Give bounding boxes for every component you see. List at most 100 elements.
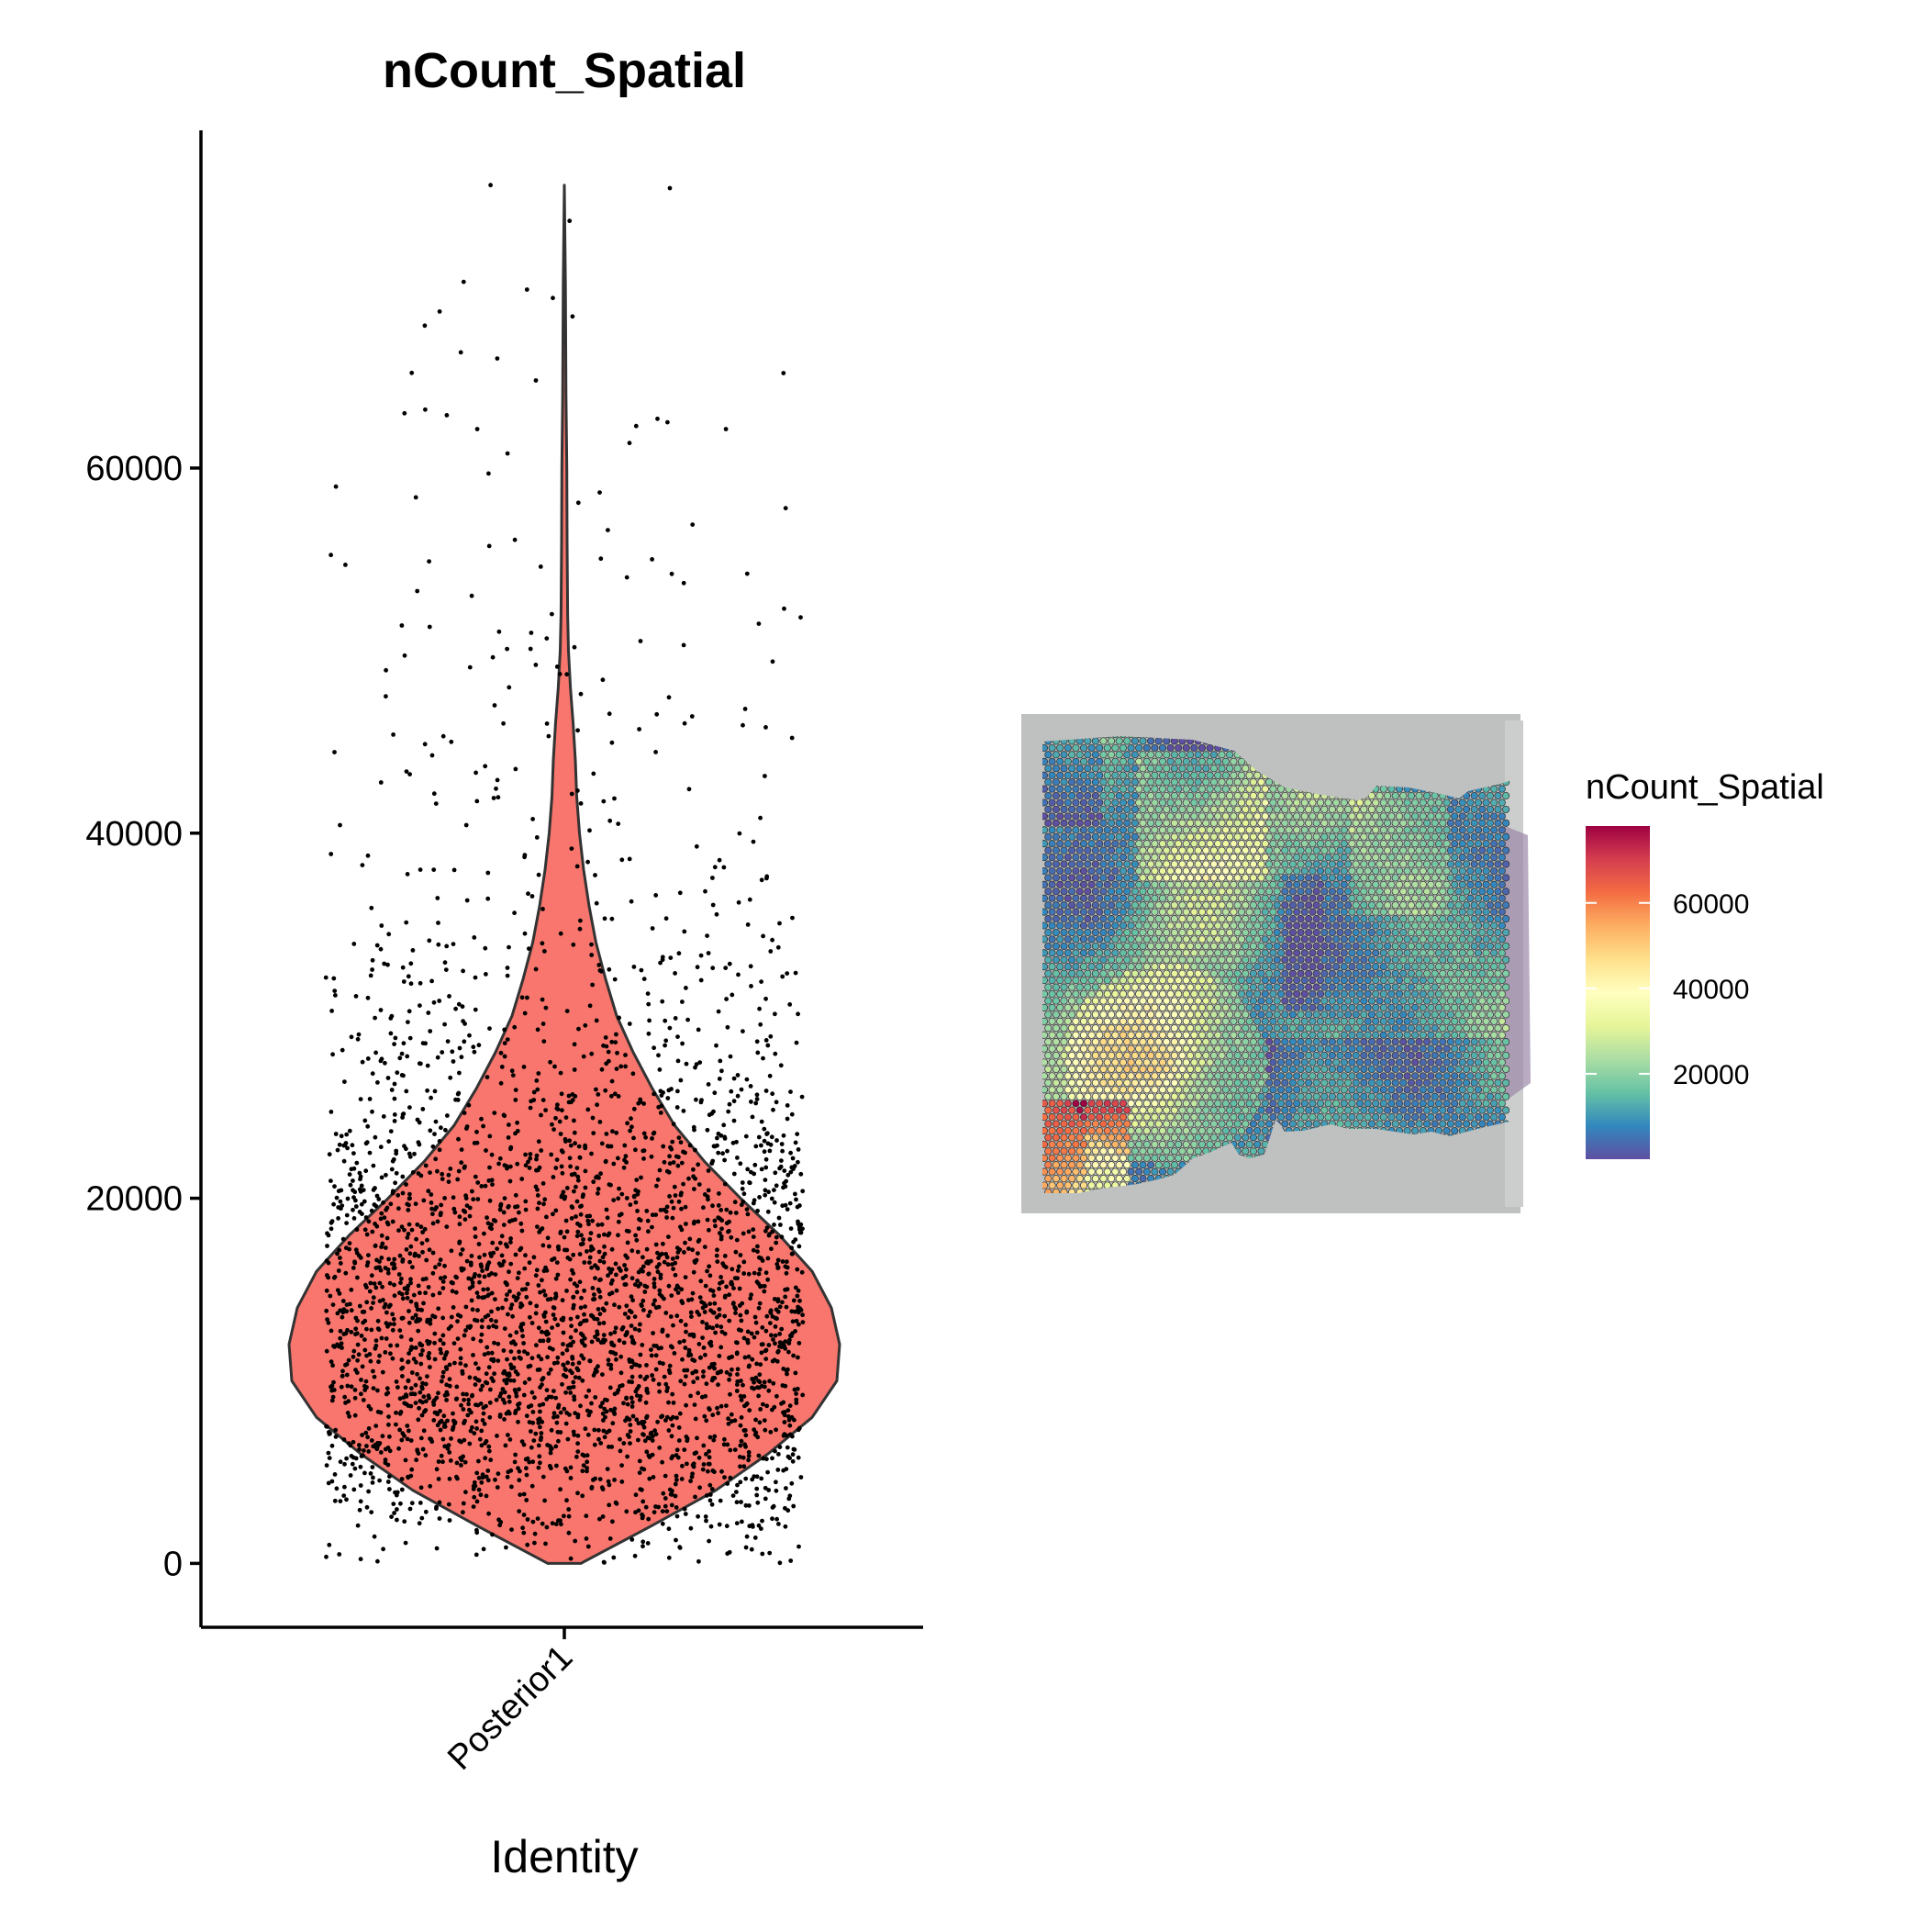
data-point	[324, 976, 329, 980]
data-point	[704, 1303, 708, 1308]
data-point	[668, 1026, 673, 1031]
spatial-spot	[1392, 902, 1398, 909]
data-point	[490, 1291, 495, 1296]
spatial-spot	[1108, 902, 1114, 909]
data-point	[707, 1407, 712, 1412]
spatial-spot	[1325, 799, 1331, 806]
data-point	[638, 1323, 642, 1327]
data-point	[433, 1089, 438, 1094]
data-point	[355, 1358, 360, 1363]
data-point	[452, 868, 457, 873]
spatial-spot	[1337, 875, 1343, 881]
spatial-spot	[1333, 867, 1340, 874]
data-point	[659, 1276, 663, 1280]
spatial-spot	[1116, 806, 1122, 812]
data-point	[467, 1408, 472, 1413]
spatial-spot	[1073, 909, 1079, 915]
data-point	[603, 1398, 607, 1402]
data-point	[479, 1339, 484, 1344]
spatial-spot	[1373, 895, 1379, 901]
data-point	[325, 1244, 329, 1248]
spatial-spot	[1250, 833, 1256, 840]
data-point	[735, 1156, 740, 1160]
data-point	[796, 1456, 801, 1460]
spatial-spot	[1147, 765, 1153, 772]
spatial-spot	[1049, 841, 1055, 847]
spatial-spot	[1159, 881, 1165, 888]
data-point	[595, 1265, 599, 1269]
data-point	[674, 1193, 678, 1198]
spatial-spot	[1143, 758, 1150, 765]
data-point	[745, 1207, 750, 1212]
spatial-spot	[1479, 888, 1486, 895]
data-point	[656, 1505, 661, 1510]
data-point	[360, 1334, 364, 1338]
spatial-spot	[1289, 875, 1296, 881]
data-point	[534, 1304, 539, 1309]
data-point	[789, 1309, 794, 1313]
data-point	[708, 1498, 713, 1502]
data-point	[585, 1536, 589, 1541]
spatial-spot	[1119, 895, 1126, 901]
data-point	[510, 1068, 515, 1073]
spatial-spot	[1384, 875, 1390, 881]
data-point	[509, 1349, 514, 1354]
data-point	[339, 1206, 343, 1211]
data-point	[373, 1222, 377, 1226]
data-point	[508, 1437, 513, 1442]
spatial-spot	[1443, 867, 1450, 874]
data-point	[571, 1362, 575, 1367]
spatial-spot	[1270, 813, 1276, 820]
data-point	[611, 1350, 616, 1355]
data-point	[574, 1328, 578, 1333]
data-point	[573, 1131, 577, 1135]
data-point	[693, 1148, 697, 1153]
data-point	[537, 1466, 541, 1470]
data-point	[500, 1254, 505, 1258]
data-point	[443, 1128, 448, 1133]
data-point	[708, 1273, 713, 1278]
data-point	[362, 1348, 367, 1353]
data-point	[682, 581, 686, 586]
data-point	[697, 1342, 702, 1346]
spatial-spot	[1309, 841, 1316, 847]
data-point	[670, 1489, 674, 1493]
spatial-spot	[1136, 895, 1142, 901]
data-point	[579, 1296, 584, 1301]
spatial-spot	[1210, 806, 1217, 812]
data-point	[608, 1332, 613, 1336]
data-point	[328, 1294, 332, 1299]
spatial-spot	[1222, 827, 1229, 833]
data-point	[766, 1256, 771, 1261]
spatial-spot	[1238, 813, 1244, 820]
spatial-spot	[1064, 881, 1071, 888]
data-point	[724, 997, 729, 1001]
data-point	[433, 1156, 438, 1161]
data-point	[537, 1283, 541, 1288]
spatial-spot	[1298, 875, 1304, 881]
data-point	[400, 1292, 405, 1297]
data-point	[419, 1516, 424, 1521]
data-point	[525, 1473, 529, 1478]
data-point	[429, 1322, 433, 1326]
spatial-spot	[1164, 833, 1170, 840]
data-point	[354, 1204, 359, 1209]
data-point	[692, 1270, 696, 1275]
data-point	[590, 1219, 595, 1223]
data-point	[702, 1414, 707, 1419]
spatial-spot	[1226, 752, 1232, 758]
data-point	[629, 1294, 634, 1299]
data-point	[781, 371, 785, 375]
data-point	[435, 1169, 440, 1174]
data-point	[534, 663, 539, 667]
data-point	[650, 1354, 654, 1358]
data-point	[780, 1203, 785, 1208]
data-point	[684, 1205, 688, 1210]
spatial-spot	[1471, 861, 1477, 867]
spatial-spot	[1143, 909, 1150, 915]
spatial-spot	[1164, 820, 1170, 826]
data-point	[370, 1273, 374, 1278]
spatial-spot	[1341, 881, 1347, 888]
data-point	[352, 1259, 357, 1264]
spatial-spot	[1128, 881, 1134, 888]
